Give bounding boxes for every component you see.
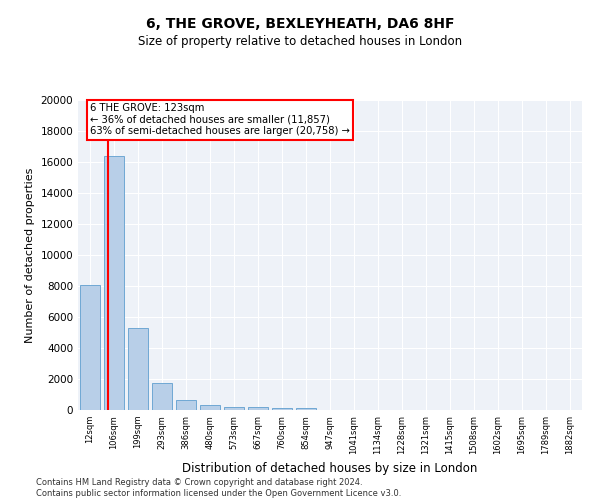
Y-axis label: Number of detached properties: Number of detached properties: [25, 168, 35, 342]
Text: Contains HM Land Registry data © Crown copyright and database right 2024.
Contai: Contains HM Land Registry data © Crown c…: [36, 478, 401, 498]
Bar: [200, 405, 220, 410]
Bar: [272, 408, 292, 410]
Bar: [80, 285, 100, 410]
Text: 6 THE GROVE: 123sqm
← 36% of detached houses are smaller (11,857)
63% of semi-de: 6 THE GROVE: 123sqm ← 36% of detached ho…: [90, 103, 350, 136]
Text: 6, THE GROVE, BEXLEYHEATH, DA6 8HF: 6, THE GROVE, BEXLEYHEATH, DA6 8HF: [146, 18, 454, 32]
Bar: [224, 406, 244, 410]
Text: Size of property relative to detached houses in London: Size of property relative to detached ho…: [138, 35, 462, 48]
Bar: [176, 400, 196, 410]
Bar: [152, 383, 172, 410]
Bar: [248, 407, 268, 410]
Bar: [296, 408, 316, 410]
Bar: [128, 328, 148, 410]
Bar: [104, 156, 124, 410]
X-axis label: Distribution of detached houses by size in London: Distribution of detached houses by size …: [182, 462, 478, 475]
